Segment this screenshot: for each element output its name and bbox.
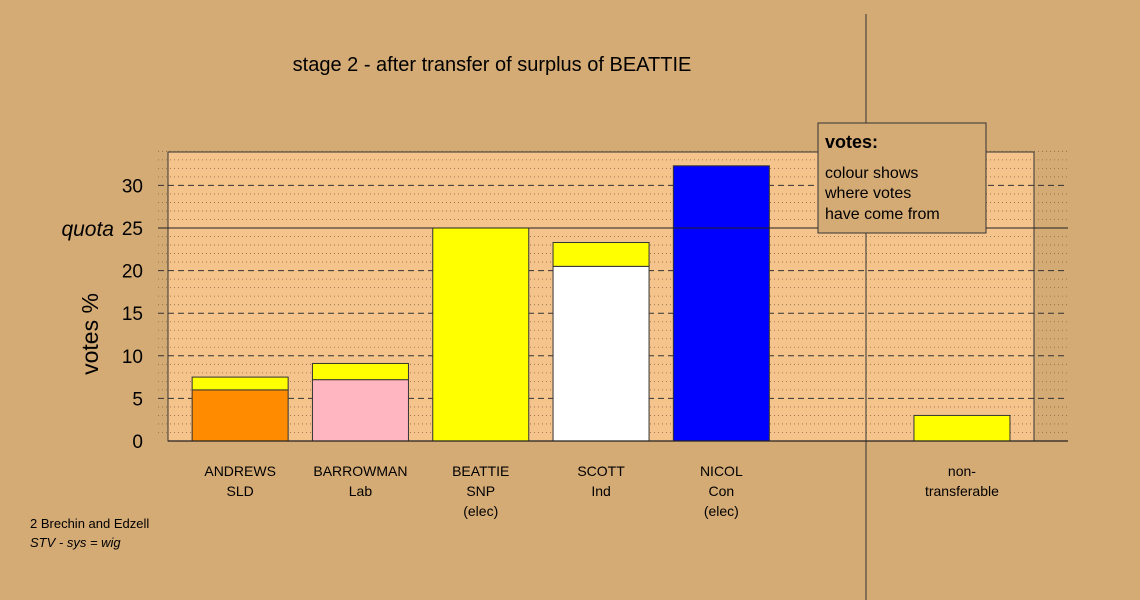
legend-line: where votes [824, 185, 911, 202]
bar-segment [311, 362, 409, 381]
y-tick-label: 15 [122, 304, 143, 325]
legend-line: have come from [825, 206, 940, 223]
y-tick-label: 30 [122, 176, 143, 197]
x-category-sublabel: SNP [466, 483, 495, 499]
x-labels: ANDREWS SLD BARROWMAN Lab BEATTIE SNP (elec) SC… [204, 463, 999, 519]
x-category-sublabel: Con [709, 483, 735, 499]
x-category-label: SCOTT [577, 463, 625, 479]
x-category-label: non- [948, 463, 976, 479]
legend-box [817, 122, 987, 234]
legend-line: colour shows [825, 165, 918, 182]
chart-title: stage 2 - after transfer of surplus of B… [293, 54, 692, 76]
legend-title: votes: [825, 132, 878, 152]
x-category-label: BARROWMAN [313, 463, 407, 479]
y-ticks: 0 5 10 15 20 25 30 [122, 176, 143, 453]
x-category-sublabel: transferable [925, 483, 999, 499]
legend: votes: colour shows where votes have com… [817, 122, 987, 234]
bar-segment [432, 227, 530, 442]
bar-segment [552, 241, 650, 267]
bar-segment [552, 265, 650, 442]
footer-line-2: STV - sys = wig [30, 535, 121, 550]
x-category-label: BEATTIE [452, 463, 509, 479]
bar-segment [672, 165, 770, 442]
x-category-sublabel: (elec) [704, 503, 739, 519]
x-category-sublabel: Ind [591, 483, 610, 499]
bar-segment [913, 414, 1011, 442]
x-category-label: ANDREWS [204, 463, 276, 479]
y-tick-label: 25 [122, 219, 143, 240]
y-tick-label: 0 [132, 432, 143, 453]
bars [191, 165, 1011, 442]
x-category-label: NICOL [700, 463, 743, 479]
y-axis-label: votes % [77, 293, 103, 375]
x-category-sublabel: Lab [349, 483, 373, 499]
y-tick-label: 20 [122, 262, 143, 283]
quota-label: quota [61, 218, 114, 241]
footer-line-1: 2 Brechin and Edzell [30, 516, 149, 531]
bar-segment [191, 389, 289, 442]
y-tick-label: 10 [122, 347, 143, 368]
x-category-sublabel: (elec) [463, 503, 498, 519]
bar-segment [191, 376, 289, 391]
x-category-sublabel: SLD [227, 483, 254, 499]
bar-segment [311, 379, 409, 442]
y-tick-label: 5 [132, 389, 143, 410]
